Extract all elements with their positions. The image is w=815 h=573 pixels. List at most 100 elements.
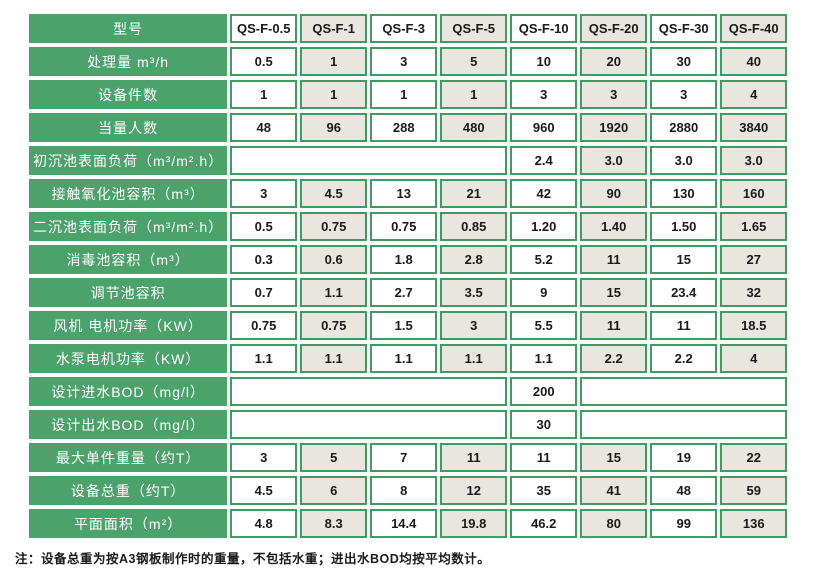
data-cell: 11: [650, 311, 718, 340]
data-cell: 8.3: [300, 509, 368, 538]
header-label-cell: 型号: [29, 14, 228, 43]
header-model-cell: QS-F-20: [580, 14, 648, 43]
data-cell: 4: [720, 80, 788, 109]
data-cell: 4.5: [230, 476, 298, 505]
data-cell: 130: [650, 179, 718, 208]
data-cell: 2.4: [510, 146, 578, 175]
row-label-cell: 接触氧化池容积（m³）: [29, 179, 228, 208]
data-cell: 2.2: [580, 344, 648, 373]
table-body: 处理量 m³/h 0.5 1 3 5 10 20 30 40 设备件数 1 1 1 1 3 3 3 4 当量人数 48…: [29, 47, 788, 538]
data-cell: 59: [720, 476, 788, 505]
data-cell: 1: [300, 80, 368, 109]
data-cell: 1.50: [650, 212, 718, 241]
data-cell: 1.65: [720, 212, 788, 241]
row-label-cell: 当量人数: [29, 113, 228, 142]
data-cell: 12: [440, 476, 508, 505]
data-cell: 288: [370, 113, 438, 142]
data-cell: 1.40: [580, 212, 648, 241]
data-cell: 5.5: [510, 311, 578, 340]
table-row: 最大单件重量（约T） 3 5 7 11 11 15 19 22: [29, 443, 788, 472]
data-cell: 11: [510, 443, 578, 472]
header-model-cell: QS-F-5: [440, 14, 508, 43]
table-row: 设备总重（约T） 4.5 6 8 12 35 41 48 59: [29, 476, 788, 505]
data-cell: 22: [720, 443, 788, 472]
data-cell: 32: [720, 278, 788, 307]
data-cell: 2.2: [650, 344, 718, 373]
data-cell: 3: [230, 179, 298, 208]
data-cell: 3.5: [440, 278, 508, 307]
table-row: 接触氧化池容积（m³） 3 4.5 13 21 42 90 130 160: [29, 179, 788, 208]
data-cell: 5: [300, 443, 368, 472]
data-cell: 6: [300, 476, 368, 505]
data-cell: 1.20: [510, 212, 578, 241]
table-row: 处理量 m³/h 0.5 1 3 5 10 20 30 40: [29, 47, 788, 76]
table-row: 平面面积（m²） 4.8 8.3 14.4 19.8 46.2 80 99 136: [29, 509, 788, 538]
data-cell: 18.5: [720, 311, 788, 340]
table-row: 二沉池表面负荷（m³/m².h） 0.5 0.75 0.75 0.85 1.20 1.40 1…: [29, 212, 788, 241]
data-cell: 7: [370, 443, 438, 472]
header-model-cell: QS-F-10: [510, 14, 578, 43]
data-cell: 1.1: [440, 344, 508, 373]
header-model-cell: QS-F-30: [650, 14, 718, 43]
header-model-cell: QS-F-40: [720, 14, 788, 43]
data-cell: 8: [370, 476, 438, 505]
data-cell: 1.8: [370, 245, 438, 274]
data-cell: 19: [650, 443, 718, 472]
data-cell: 2.7: [370, 278, 438, 307]
table-row: 水泵电机功率（KW） 1.1 1.1 1.1 1.1 1.1 2.2 2.2 4: [29, 344, 788, 373]
table-row: 设计进水BOD（mg/l） 200: [29, 377, 788, 406]
data-cell: 3: [510, 80, 578, 109]
data-cell: 1.1: [230, 344, 298, 373]
data-cell: 3: [580, 80, 648, 109]
data-cell: 15: [580, 443, 648, 472]
data-cell: 48: [650, 476, 718, 505]
table-row: 设备件数 1 1 1 1 3 3 3 4: [29, 80, 788, 109]
row-label-cell: 平面面积（m²）: [29, 509, 228, 538]
data-cell: 3840: [720, 113, 788, 142]
data-cell: 4.5: [300, 179, 368, 208]
row-label-cell: 二沉池表面负荷（m³/m².h）: [29, 212, 228, 241]
data-cell: 20: [580, 47, 648, 76]
data-cell: 0.75: [300, 311, 368, 340]
data-cell: 14.4: [370, 509, 438, 538]
data-cell: 15: [580, 278, 648, 307]
header-model-cell: QS-F-1: [300, 14, 368, 43]
data-cell: 11: [580, 311, 648, 340]
data-cell: 1.1: [370, 344, 438, 373]
data-cell: 1: [440, 80, 508, 109]
data-cell: 0.5: [230, 212, 298, 241]
data-cell: 0.3: [230, 245, 298, 274]
data-cell: 200: [510, 377, 578, 406]
data-cell: 30: [650, 47, 718, 76]
data-cell: 11: [580, 245, 648, 274]
data-cell: 46.2: [510, 509, 578, 538]
header-model-cell: QS-F-0.5: [230, 14, 298, 43]
data-cell: 23.4: [650, 278, 718, 307]
data-cell: 2.8: [440, 245, 508, 274]
data-cell: 1920: [580, 113, 648, 142]
data-cell: 136: [720, 509, 788, 538]
data-cell: 3: [370, 47, 438, 76]
data-cell: 0.5: [230, 47, 298, 76]
data-cell: 99: [650, 509, 718, 538]
data-cell: 48: [230, 113, 298, 142]
data-cell: 3.0: [720, 146, 788, 175]
data-cell: 13: [370, 179, 438, 208]
data-cell: 21: [440, 179, 508, 208]
data-cell: 15: [650, 245, 718, 274]
data-cell: 2880: [650, 113, 718, 142]
data-cell: 5.2: [510, 245, 578, 274]
data-cell: 160: [720, 179, 788, 208]
data-cell: 5: [440, 47, 508, 76]
row-label-cell: 风机 电机功率（KW）: [29, 311, 228, 340]
data-cell: 1.1: [510, 344, 578, 373]
row-label-cell: 设计进水BOD（mg/l）: [29, 377, 228, 406]
table-row: 风机 电机功率（KW） 0.75 0.75 1.5 3 5.5 11 11 18.5: [29, 311, 788, 340]
row-label-cell: 初沉池表面负荷（m³/m².h）: [29, 146, 228, 175]
row-label-cell: 处理量 m³/h: [29, 47, 228, 76]
data-cell: 960: [510, 113, 578, 142]
row-label-cell: 最大单件重量（约T）: [29, 443, 228, 472]
data-cell: 40: [720, 47, 788, 76]
row-label-cell: 设备件数: [29, 80, 228, 109]
